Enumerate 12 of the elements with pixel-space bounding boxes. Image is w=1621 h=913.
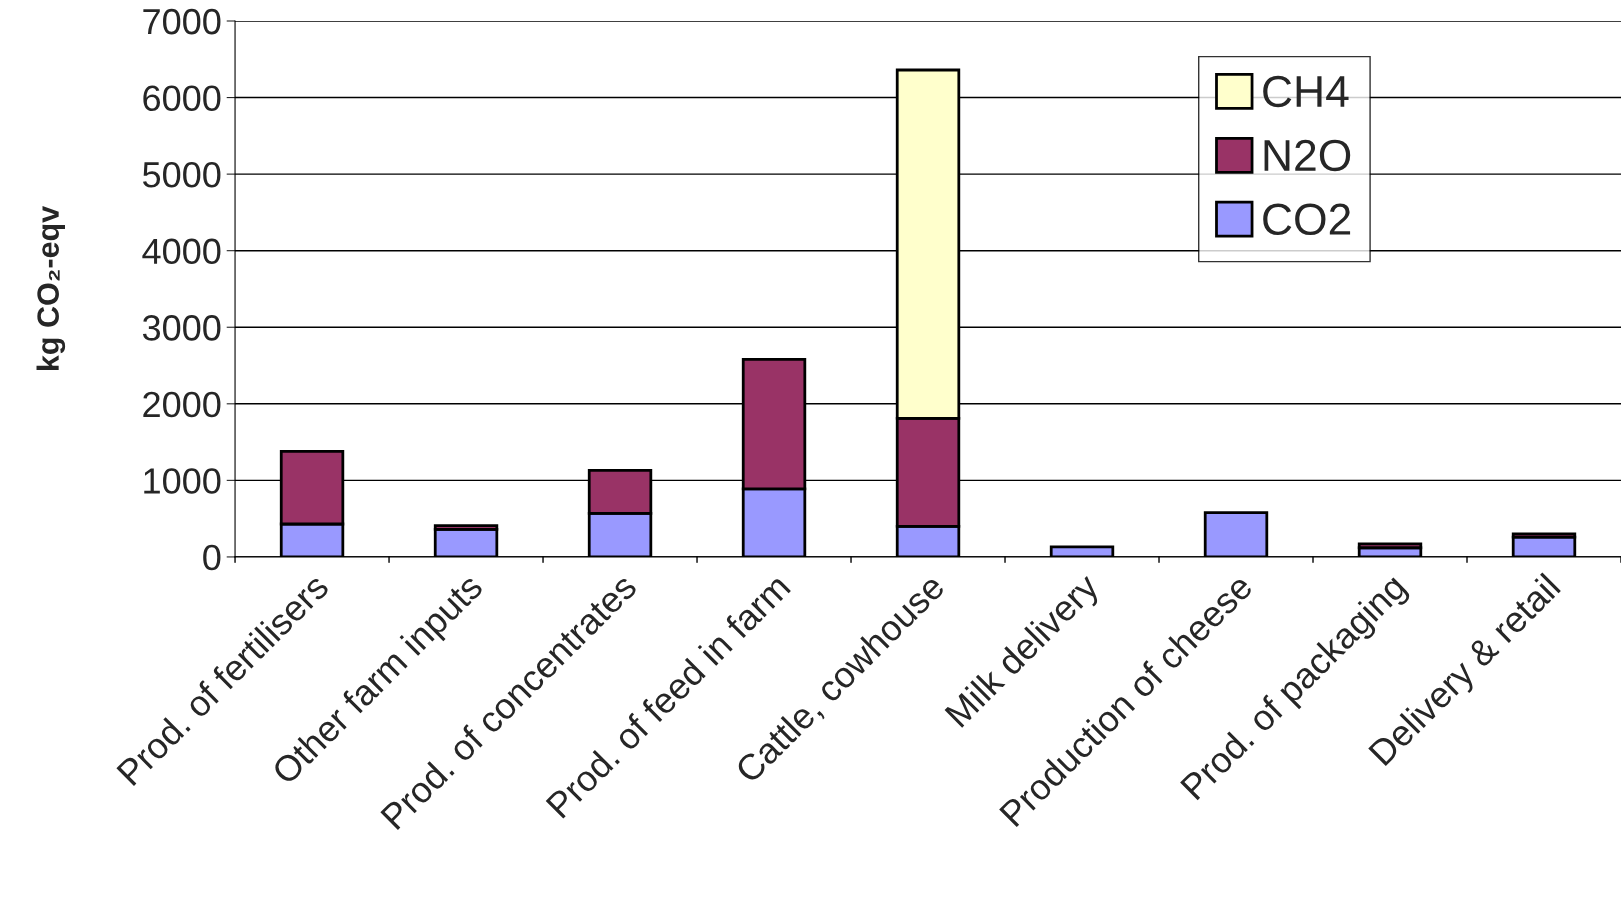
y-tick-label: 1000 — [144, 468, 221, 494]
y-tick-label: 0 — [203, 544, 221, 571]
y-axis-title: kg CO₂-eqv — [36, 205, 66, 371]
y-tick-label: 3000 — [142, 315, 221, 341]
legend-label: N2O — [1264, 139, 1351, 172]
y-tick-label: 4000 — [142, 238, 221, 265]
legend-label: CO2 — [1263, 203, 1351, 236]
legend-label: CH4 — [1263, 75, 1349, 108]
y-tick-label: 7000 — [143, 8, 221, 35]
y-tick-label: 2000 — [143, 391, 221, 418]
y-tick-label: 5000 — [142, 161, 221, 188]
y-tick-label: 6000 — [143, 85, 221, 111]
